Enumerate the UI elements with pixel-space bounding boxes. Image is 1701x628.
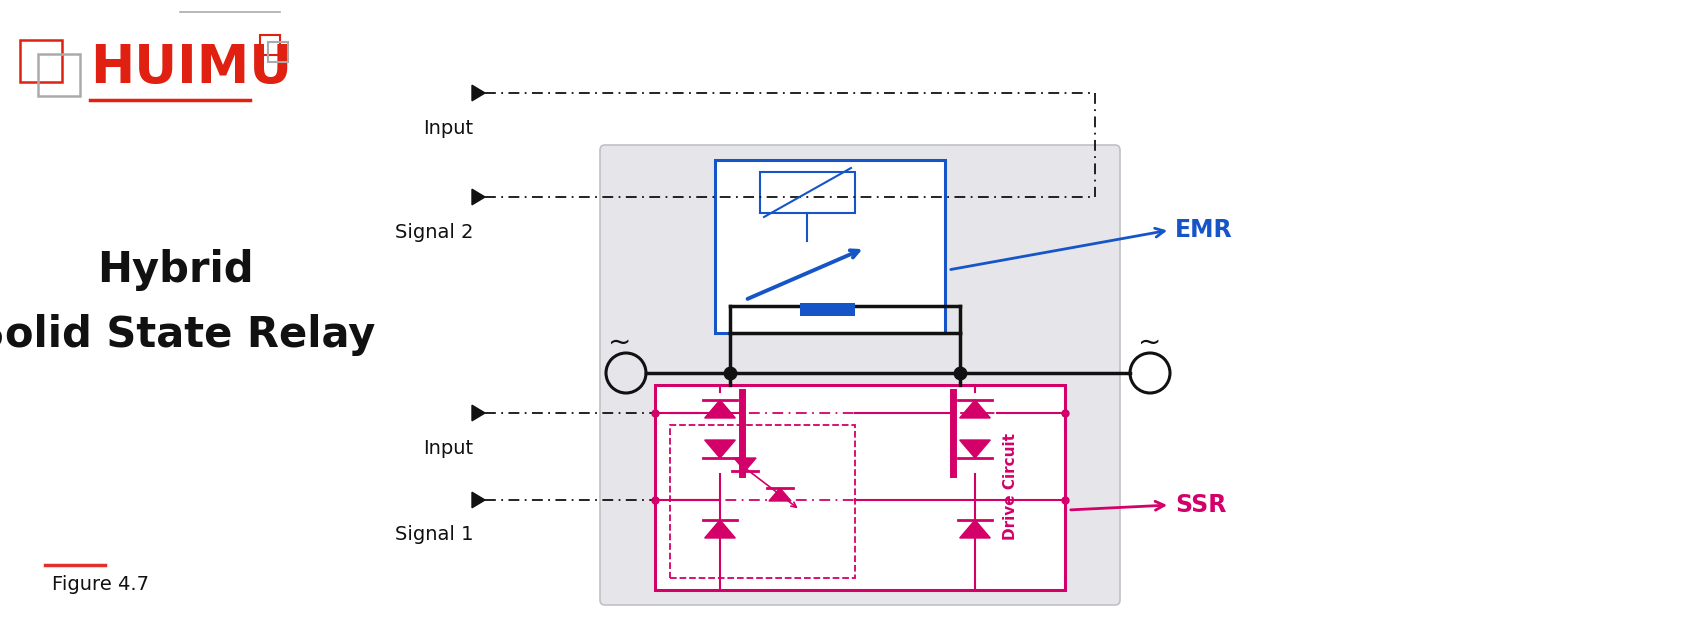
Polygon shape [471, 189, 485, 205]
Polygon shape [704, 440, 735, 458]
Text: EMR: EMR [1175, 218, 1233, 242]
Polygon shape [704, 400, 735, 418]
Text: Signal 2: Signal 2 [395, 222, 473, 242]
FancyBboxPatch shape [760, 172, 856, 213]
Bar [260, 35, 281, 55]
Polygon shape [959, 440, 990, 458]
Polygon shape [959, 520, 990, 538]
Text: Solid State Relay: Solid State Relay [0, 314, 376, 356]
Text: ~: ~ [1138, 329, 1162, 357]
Polygon shape [471, 85, 485, 101]
Text: SSR: SSR [1175, 493, 1226, 517]
Bar [269, 42, 287, 62]
Text: Drive Circuit: Drive Circuit [1002, 433, 1017, 541]
Text: Input: Input [424, 119, 473, 138]
FancyBboxPatch shape [655, 385, 1065, 590]
Polygon shape [704, 520, 735, 538]
Polygon shape [471, 492, 485, 508]
Text: HUIMU: HUIMU [90, 42, 293, 94]
FancyBboxPatch shape [600, 145, 1119, 605]
Text: Input: Input [424, 438, 473, 458]
Bar [20, 40, 61, 82]
Polygon shape [769, 488, 791, 501]
Text: Hybrid: Hybrid [97, 249, 253, 291]
FancyBboxPatch shape [714, 160, 946, 333]
Text: ~: ~ [609, 329, 631, 357]
Text: Signal 1: Signal 1 [395, 526, 473, 544]
Polygon shape [471, 405, 485, 421]
Polygon shape [733, 458, 755, 471]
Text: Figure 4.7: Figure 4.7 [53, 575, 150, 595]
Polygon shape [959, 400, 990, 418]
Bar [37, 54, 80, 96]
Bar [799, 303, 856, 316]
